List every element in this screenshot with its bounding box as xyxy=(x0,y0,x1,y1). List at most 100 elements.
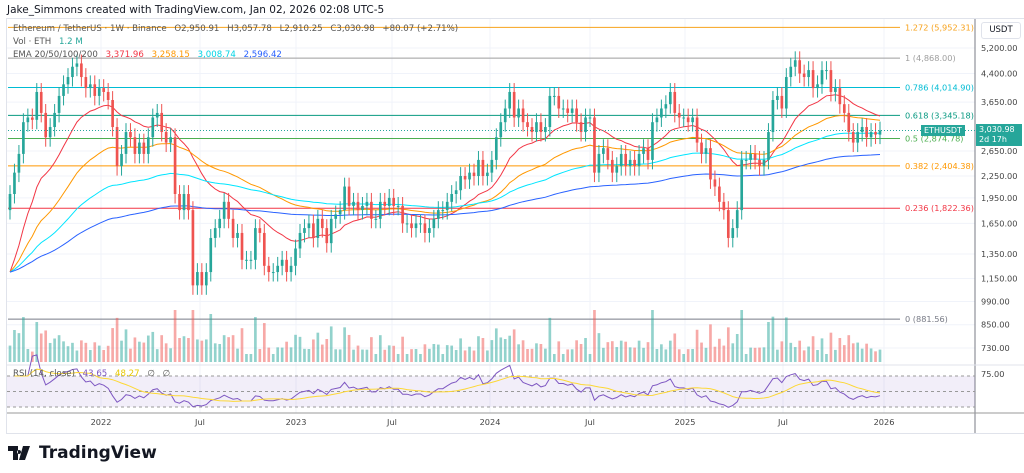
candle xyxy=(646,148,650,160)
volume-bar xyxy=(503,339,507,362)
price-tick: 2,250.00 xyxy=(981,171,1017,181)
volume-bar xyxy=(535,343,538,362)
candle xyxy=(758,159,761,167)
volume-bar xyxy=(628,347,632,362)
candle xyxy=(615,166,619,173)
volume-bar xyxy=(191,310,195,362)
candle xyxy=(39,91,43,113)
currency-button[interactable]: USDT xyxy=(981,22,1021,39)
candle xyxy=(75,63,79,67)
symbol-name[interactable]: Ethereum / TetherUS · 1W · Binance xyxy=(13,24,167,34)
candle xyxy=(365,201,369,206)
rsi-legend: RSI (14, close) 43.65 48.27 ∅ ∅ xyxy=(13,369,175,379)
volume-bar xyxy=(142,342,146,362)
candle xyxy=(392,197,396,206)
candle xyxy=(374,218,378,220)
candle xyxy=(35,91,39,120)
candle xyxy=(856,132,860,143)
candle xyxy=(709,148,712,180)
volume-bar xyxy=(874,351,877,362)
volume-bar xyxy=(454,350,458,362)
rsi-ma-line xyxy=(14,368,881,402)
candle xyxy=(276,265,280,273)
candle xyxy=(88,84,92,89)
candle xyxy=(566,108,570,113)
volume-bar xyxy=(450,345,454,362)
volume-bar xyxy=(664,349,668,362)
volume-bar xyxy=(258,349,262,362)
volume-bar xyxy=(793,347,797,362)
candle xyxy=(767,132,770,160)
candle xyxy=(298,232,302,249)
volume-bar xyxy=(726,327,730,362)
tradingview-logo-icon xyxy=(8,446,30,460)
candle xyxy=(383,201,387,206)
volume-bar xyxy=(624,341,628,362)
volume-bar xyxy=(686,349,690,362)
volume-label[interactable]: Vol · ETH xyxy=(13,37,52,47)
volume-bar xyxy=(204,339,208,362)
volume-bar xyxy=(539,344,543,362)
candle xyxy=(874,132,877,135)
volume-bar xyxy=(249,354,253,362)
candle xyxy=(187,194,190,211)
candle xyxy=(200,272,204,286)
volume-bar xyxy=(579,344,583,362)
chart-container[interactable] xyxy=(6,18,1024,434)
candle xyxy=(642,148,645,154)
price-tick: 730.00 xyxy=(981,343,1010,353)
ema-label[interactable]: EMA 20/50/100/200 xyxy=(13,50,98,60)
volume-bar xyxy=(481,338,485,362)
fib-label: 0.5 (2,874.78) xyxy=(905,134,963,144)
volume-bar xyxy=(718,338,721,362)
candle xyxy=(26,117,30,123)
candle xyxy=(370,201,373,219)
volume-bar xyxy=(842,345,846,362)
candle xyxy=(628,159,632,167)
volume-bar xyxy=(753,347,757,362)
candle xyxy=(575,108,578,123)
candle xyxy=(13,172,16,195)
last-price-tag: 3,030.98 2d 17h xyxy=(976,124,1022,146)
candle xyxy=(62,84,65,96)
price-tick: 5,200.00 xyxy=(981,43,1017,53)
volume-bar xyxy=(807,346,810,362)
time-tick: 2024 xyxy=(480,417,501,427)
volume-bar xyxy=(22,317,25,362)
candle xyxy=(552,95,556,97)
volume-bar xyxy=(834,349,837,362)
rsi-label[interactable]: RSI (14, close) xyxy=(13,369,75,379)
volume-bar xyxy=(490,340,494,362)
tradingview-logo[interactable]: TradingView xyxy=(8,443,157,463)
rsi-ma-value: 48.27 xyxy=(115,369,140,379)
candle xyxy=(419,223,422,225)
fib-label: 0.236 (1,822.36) xyxy=(905,203,974,213)
candle xyxy=(428,228,431,233)
chart-attribution: Jake_Simmons created with TradingView.co… xyxy=(7,4,385,16)
volume-bar xyxy=(410,349,413,362)
volume-bar xyxy=(597,333,601,362)
candle xyxy=(320,218,324,229)
volume-bar xyxy=(477,336,480,362)
volume-bar xyxy=(463,350,467,362)
ema20-line xyxy=(9,94,881,273)
volume-bar xyxy=(129,348,132,362)
volume-bar xyxy=(512,329,516,362)
candle xyxy=(347,186,351,206)
volume-bar xyxy=(53,338,56,362)
volume-bar xyxy=(48,342,52,362)
volume-bar xyxy=(526,349,529,362)
candle xyxy=(325,228,329,244)
candle xyxy=(30,117,34,120)
ema-legend: EMA 20/50/100/200 3,371.96 3,258.15 3,00… xyxy=(13,50,287,60)
candle xyxy=(436,210,440,219)
volume-bar xyxy=(637,340,641,362)
volume-bar xyxy=(218,344,222,362)
volume-bar xyxy=(352,349,355,362)
candle xyxy=(258,228,262,233)
volume-bar xyxy=(17,333,21,362)
candle xyxy=(445,201,449,211)
candle xyxy=(664,104,668,109)
candle xyxy=(191,210,195,286)
